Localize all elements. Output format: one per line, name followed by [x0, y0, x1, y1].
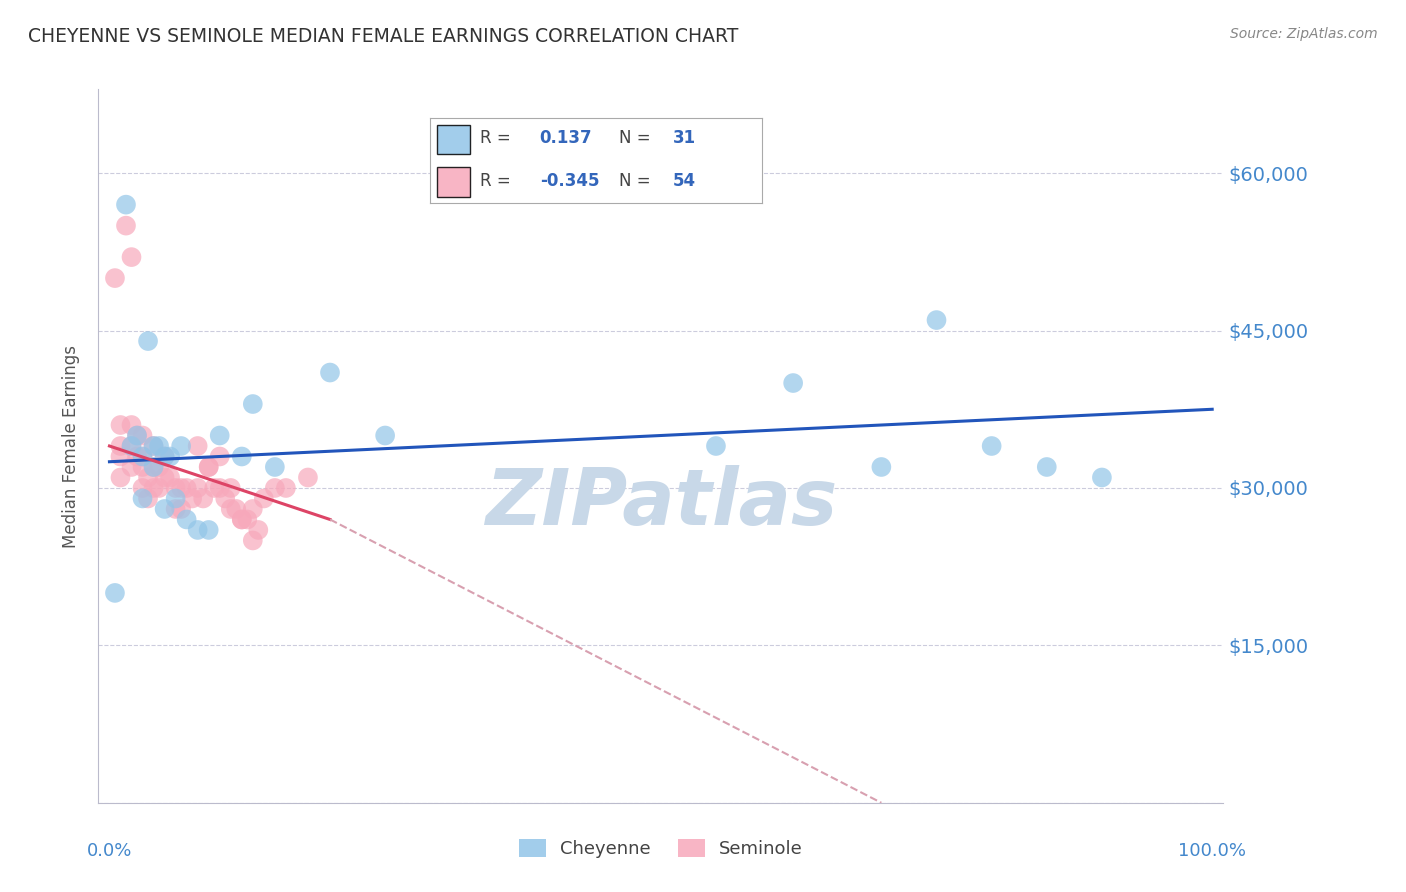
- Text: 100.0%: 100.0%: [1178, 842, 1246, 860]
- Point: [104, 586, 127, 600]
- Point: [231, 512, 253, 526]
- Point: [115, 219, 138, 233]
- Point: [274, 481, 297, 495]
- Point: [782, 376, 804, 390]
- Point: [176, 481, 198, 495]
- Text: ZIPatlas: ZIPatlas: [485, 465, 837, 541]
- Point: [870, 460, 893, 475]
- Point: [121, 439, 143, 453]
- Point: [142, 460, 165, 475]
- Point: [121, 460, 143, 475]
- Point: [253, 491, 276, 506]
- Point: [704, 439, 727, 453]
- Point: [170, 439, 193, 453]
- Point: [187, 523, 209, 537]
- Point: [219, 502, 242, 516]
- Text: CHEYENNE VS SEMINOLE MEDIAN FEMALE EARNINGS CORRELATION CHART: CHEYENNE VS SEMINOLE MEDIAN FEMALE EARNI…: [28, 27, 738, 45]
- Point: [136, 491, 159, 506]
- Point: [1091, 470, 1114, 484]
- Point: [263, 481, 285, 495]
- Point: [1036, 460, 1059, 475]
- Point: [142, 481, 165, 495]
- Point: [208, 450, 231, 464]
- Point: [319, 366, 342, 380]
- Point: [225, 502, 247, 516]
- Point: [153, 450, 176, 464]
- Point: [219, 481, 242, 495]
- Point: [125, 428, 148, 442]
- Point: [148, 460, 170, 475]
- Point: [136, 334, 159, 348]
- Point: [236, 512, 259, 526]
- Point: [131, 481, 153, 495]
- Point: [231, 450, 253, 464]
- Point: [153, 450, 176, 464]
- Point: [131, 428, 153, 442]
- Point: [197, 523, 219, 537]
- Point: [131, 460, 153, 475]
- Point: [131, 491, 153, 506]
- Point: [159, 470, 181, 484]
- Point: [208, 428, 231, 442]
- Point: [142, 439, 165, 453]
- Point: [181, 491, 204, 506]
- Point: [242, 397, 264, 411]
- Point: [297, 470, 319, 484]
- Point: [159, 450, 181, 464]
- Text: Source: ZipAtlas.com: Source: ZipAtlas.com: [1230, 27, 1378, 41]
- Point: [121, 250, 143, 264]
- Legend: Cheyenne, Seminole: Cheyenne, Seminole: [512, 831, 810, 865]
- Point: [925, 313, 948, 327]
- Point: [165, 491, 187, 506]
- Point: [231, 512, 253, 526]
- Point: [110, 417, 132, 432]
- Point: [242, 533, 264, 548]
- Point: [165, 502, 187, 516]
- Point: [115, 197, 138, 211]
- Point: [176, 512, 198, 526]
- Point: [187, 481, 209, 495]
- Point: [193, 491, 215, 506]
- Point: [121, 439, 143, 453]
- Text: 0.0%: 0.0%: [87, 842, 132, 860]
- Point: [142, 460, 165, 475]
- Point: [197, 460, 219, 475]
- Point: [980, 439, 1002, 453]
- Point: [247, 523, 270, 537]
- Point: [170, 502, 193, 516]
- Point: [202, 481, 225, 495]
- Point: [165, 481, 187, 495]
- Point: [142, 439, 165, 453]
- Point: [125, 428, 148, 442]
- Point: [263, 460, 285, 475]
- Point: [153, 502, 176, 516]
- Point: [208, 481, 231, 495]
- Point: [110, 450, 132, 464]
- Point: [187, 439, 209, 453]
- Point: [148, 439, 170, 453]
- Y-axis label: Median Female Earnings: Median Female Earnings: [62, 344, 80, 548]
- Point: [121, 417, 143, 432]
- Point: [110, 439, 132, 453]
- Point: [125, 450, 148, 464]
- Point: [197, 460, 219, 475]
- Point: [110, 470, 132, 484]
- Point: [374, 428, 396, 442]
- Point: [131, 450, 153, 464]
- Point: [131, 450, 153, 464]
- Point: [153, 470, 176, 484]
- Point: [170, 481, 193, 495]
- Point: [136, 470, 159, 484]
- Point: [242, 502, 264, 516]
- Point: [104, 271, 127, 285]
- Point: [214, 491, 236, 506]
- Point: [148, 481, 170, 495]
